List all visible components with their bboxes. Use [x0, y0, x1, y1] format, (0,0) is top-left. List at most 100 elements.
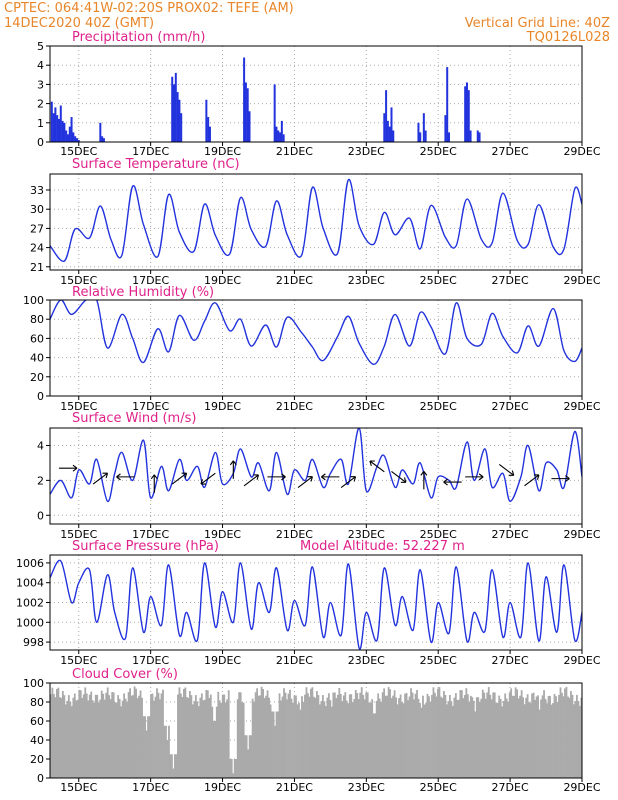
- cloud-bar: [483, 692, 486, 778]
- cloud-bar: [499, 698, 502, 778]
- cloud-bar: [544, 698, 547, 778]
- cloud-bar: [429, 701, 432, 778]
- cloud-bar: [550, 704, 553, 778]
- x-tick-label: 25DEC: [420, 781, 457, 794]
- cloud-bar: [408, 696, 411, 778]
- cloud-bar: [108, 695, 111, 778]
- precip-bar: [385, 90, 388, 142]
- cloud-bar: [220, 702, 223, 778]
- cloud-bar: [327, 693, 330, 778]
- cloud-bar: [223, 694, 226, 778]
- x-tick-label: 29DEC: [563, 274, 600, 287]
- cloud-bar: [278, 693, 281, 778]
- cloud-bar: [529, 703, 532, 778]
- cloud-bar: [377, 693, 380, 778]
- cloud-bar: [339, 694, 342, 778]
- x-tick-label: 17DEC: [132, 654, 169, 667]
- x-tick-label: 15DEC: [60, 274, 97, 287]
- cloud-bar: [380, 701, 383, 778]
- wind-arrow: [92, 472, 108, 485]
- y-tick-label: 100: [23, 677, 44, 690]
- cloud-bar: [492, 692, 495, 778]
- x-tick-label: 21DEC: [276, 400, 313, 413]
- cloud-bar: [260, 686, 263, 778]
- cloud-bar: [121, 700, 124, 778]
- cloud-bar: [496, 703, 499, 778]
- precip-bar: [478, 132, 481, 142]
- cloud-bar: [472, 700, 475, 778]
- precip-bar: [56, 115, 59, 142]
- y-tick-label: 3: [37, 78, 44, 91]
- precip-bar: [244, 82, 247, 142]
- cloud-bar: [209, 694, 212, 778]
- cloud-bar: [383, 688, 386, 778]
- cloud-bar: [224, 702, 227, 778]
- precip-bar: [280, 120, 283, 142]
- cloud-bar: [93, 702, 96, 778]
- cloud-bar: [437, 688, 439, 778]
- cloud-bar: [120, 706, 123, 778]
- cloud-bar: [139, 690, 142, 778]
- cloud-bar: [293, 695, 296, 778]
- cloud-bar: [165, 725, 167, 778]
- cloud-bar: [495, 702, 498, 778]
- precip-bar: [174, 72, 177, 142]
- cloud-bar: [541, 695, 544, 778]
- cloud-bar: [486, 692, 489, 778]
- cloud-bar: [194, 695, 197, 778]
- cloud-bar: [435, 696, 438, 778]
- cloud-bar: [51, 687, 54, 778]
- cloud-bar: [466, 694, 469, 778]
- cloud-bar: [301, 696, 303, 778]
- cloud-bar: [156, 688, 158, 778]
- cloud-bar: [202, 700, 205, 778]
- cloud-bar: [405, 692, 408, 778]
- cloud-bar: [528, 702, 530, 778]
- cloud-bar: [389, 689, 392, 778]
- cloud-bar: [571, 694, 574, 778]
- cloud-bar: [525, 697, 528, 778]
- cloud-bar: [76, 699, 79, 778]
- cloud-bar: [242, 702, 245, 778]
- cloud-bar: [475, 697, 478, 778]
- cloud-bar: [87, 700, 90, 778]
- cloud-bar: [543, 690, 545, 778]
- y-tick-label: 24: [30, 242, 44, 255]
- cloud-bar: [55, 689, 58, 778]
- panel-frame: [49, 682, 583, 779]
- cloud-bar: [338, 687, 341, 778]
- cloud-bar: [79, 690, 82, 778]
- header: CPTEC: 064:41W-02:20S PROX02: TEFE (AM) …: [4, 1, 610, 45]
- cloud-bar: [321, 695, 324, 778]
- cloud-bar: [534, 699, 536, 778]
- precip-bar: [70, 117, 73, 142]
- panel-frame: [49, 554, 583, 651]
- panel-frame: [49, 299, 583, 397]
- cloud-bar: [73, 693, 76, 778]
- cloud-bar: [423, 704, 426, 778]
- cloud-bar: [280, 700, 282, 778]
- precip-bar: [205, 99, 208, 142]
- cloud-bar: [573, 704, 575, 778]
- cloud-bar: [290, 698, 293, 778]
- cloud-bar: [443, 691, 445, 778]
- precip-bar: [75, 138, 78, 142]
- wind-arrow-head: [307, 476, 313, 482]
- cloud-bar: [129, 688, 131, 778]
- cloud-bar: [171, 754, 173, 778]
- panel-wind: Surface Wind (m/s) 0 2 4 15DEC 17DEC 19DEC 21DE…: [37, 411, 601, 541]
- cloud-bar: [399, 694, 402, 778]
- cloud-bar: [487, 687, 490, 778]
- cloud-bar: [311, 687, 314, 778]
- precip-bar: [63, 122, 66, 142]
- cloud-bar: [517, 698, 520, 778]
- cloud-bar: [271, 711, 273, 778]
- y-tick-label: 2: [37, 98, 44, 111]
- cloud-bar: [407, 700, 409, 778]
- cloud-bar: [381, 692, 384, 778]
- y-tick-label: 33: [30, 184, 44, 197]
- cloud-bar: [526, 694, 529, 778]
- cloud-bar: [212, 721, 215, 778]
- x-tick-label: 25DEC: [420, 400, 457, 413]
- cloud-bar: [229, 759, 232, 778]
